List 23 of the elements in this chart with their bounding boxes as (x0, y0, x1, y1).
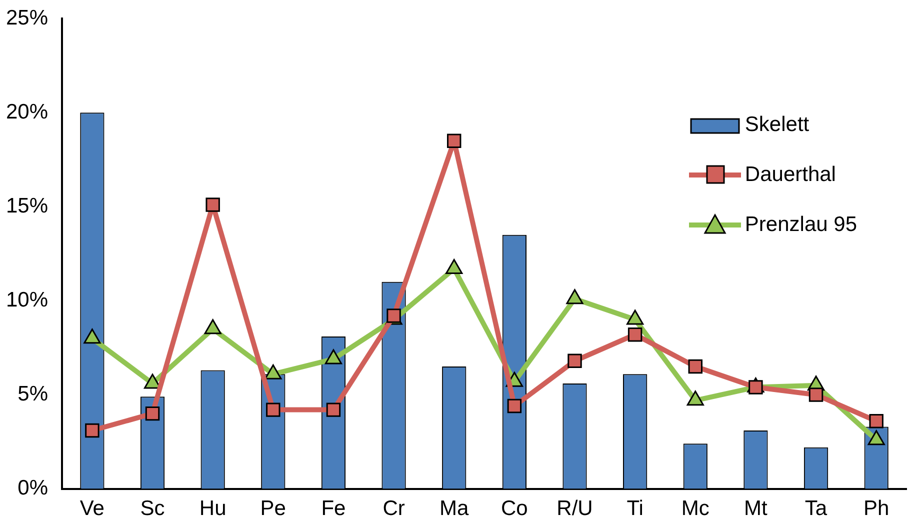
x-tick-label: Mt (744, 497, 768, 520)
x-tick-label: Sc (140, 497, 165, 520)
legend-label: Skelett (744, 113, 810, 137)
y-tick-label: 10% (6, 288, 48, 312)
x-tick-label: Ma (440, 497, 470, 520)
x-tick-label: Mc (681, 497, 710, 520)
y-tick-label: 5% (18, 382, 48, 406)
x-tick-label: Ti (626, 497, 644, 520)
legend-label: Dauerthal (744, 163, 836, 187)
x-tick-label: Ta (804, 497, 828, 520)
y-tick-label: 0% (18, 476, 48, 500)
x-tick-label: Pe (260, 497, 286, 520)
x-tick-label: Hu (199, 497, 226, 520)
x-tick-label: Co (500, 497, 528, 520)
y-tick-label: 20% (6, 100, 48, 124)
x-tick-label: Ve (80, 497, 104, 520)
x-tick-label: Ph (863, 497, 890, 520)
legend-label: Prenzlau 95 (744, 213, 857, 237)
y-tick-label: 25% (6, 6, 48, 30)
x-tick-label: R/U (556, 497, 593, 520)
x-tick-label: Cr (382, 497, 405, 520)
x-tick-label: Fe (321, 497, 346, 520)
y-tick-label: 15% (6, 194, 48, 218)
